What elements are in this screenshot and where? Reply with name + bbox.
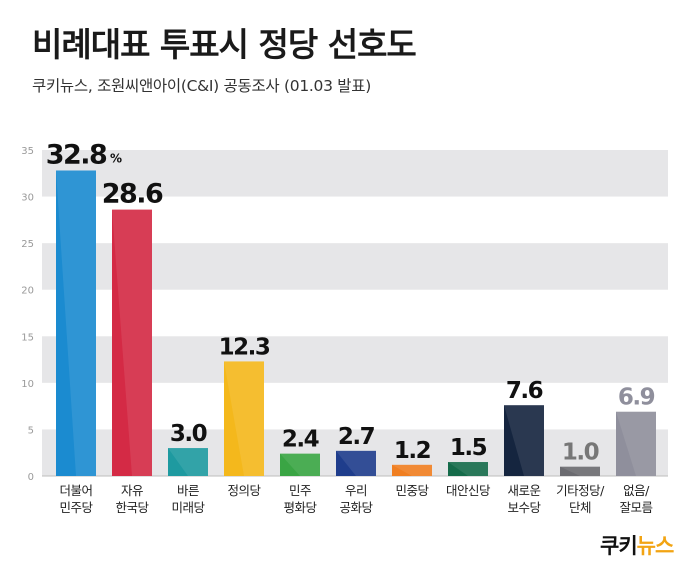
y-tick-label: 15 (21, 332, 34, 343)
chart-title: 비례대표 투표시 정당 선호도 (32, 25, 417, 64)
x-tick-label: 자유 (121, 483, 143, 498)
x-tick-label: 민주당 (59, 500, 93, 515)
value-label: 2.7 (338, 424, 375, 450)
y-tick-label: 30 (21, 193, 34, 204)
value-label: 1.5 (450, 435, 487, 461)
grid-band (42, 150, 668, 197)
bar-shade (224, 361, 264, 476)
x-tick-label: 대안신당 (446, 483, 491, 498)
value-label: 12.3 (219, 334, 270, 360)
bar (336, 450, 376, 476)
y-tick-label: 0 (28, 472, 34, 483)
x-tick-label: 민주 (289, 483, 311, 498)
logo-part1: 쿠키 (600, 534, 638, 558)
x-tick-label: 민중당 (395, 483, 429, 498)
x-tick-label: 새로운 (507, 483, 540, 498)
bar-shade (112, 209, 152, 476)
value-unit-label: % (110, 151, 122, 165)
y-tick-label: 10 (21, 379, 34, 390)
value-label: 1.2 (394, 438, 430, 464)
value-label: 1.0 (562, 440, 599, 466)
value-label: 6.9 (618, 385, 655, 411)
value-label: 3.0 (170, 421, 207, 447)
x-tick-label: 기타정당/ (556, 483, 605, 498)
bar-shade (616, 411, 656, 476)
bar-shade (56, 170, 96, 476)
x-tick-label: 평화당 (283, 500, 317, 515)
x-tick-label: 공화당 (339, 500, 373, 515)
x-tick-label: 한국당 (115, 500, 149, 515)
bar (168, 448, 208, 476)
value-label: 2.4 (282, 427, 319, 453)
x-tick-label: 더불어 (59, 483, 92, 498)
bar-shade (336, 450, 376, 476)
bar (504, 405, 544, 476)
y-tick-label: 25 (21, 239, 34, 250)
y-tick-label: 35 (21, 146, 34, 157)
bar-shade (448, 462, 488, 476)
bar (616, 411, 656, 476)
value-label: 32.8 (46, 139, 107, 170)
value-label: 7.6 (506, 378, 543, 404)
bar (56, 170, 96, 476)
bar (448, 462, 488, 476)
kukinews-logo: 쿠키뉴스 (600, 530, 675, 560)
logo-part2: 뉴스 (636, 534, 675, 558)
x-tick-label: 단체 (569, 500, 591, 515)
x-tick-label: 미래당 (171, 500, 205, 515)
bar-shade (392, 464, 432, 476)
bar-shade (168, 448, 208, 476)
bar (280, 453, 320, 476)
x-tick-label: 잘모름 (619, 500, 652, 515)
x-tick-label: 없음/ (623, 483, 650, 498)
value-label: 28.6 (102, 179, 163, 210)
x-tick-label: 우리 (345, 483, 367, 498)
bar (224, 361, 264, 476)
bar (392, 464, 432, 476)
bar-shade (504, 405, 544, 476)
bar (560, 466, 600, 476)
y-tick-label: 20 (21, 286, 34, 297)
x-tick-label: 정의당 (227, 483, 261, 498)
x-tick-label: 바른 (177, 483, 199, 498)
chart-subtitle: 쿠키뉴스, 조원씨앤아이(C&I) 공동조사 (01.03 발표) (32, 77, 371, 95)
x-tick-label: 보수당 (507, 500, 541, 515)
y-tick-label: 5 (28, 425, 34, 436)
bar (112, 209, 152, 476)
bar-shade (560, 466, 600, 476)
bar-shade (280, 453, 320, 476)
